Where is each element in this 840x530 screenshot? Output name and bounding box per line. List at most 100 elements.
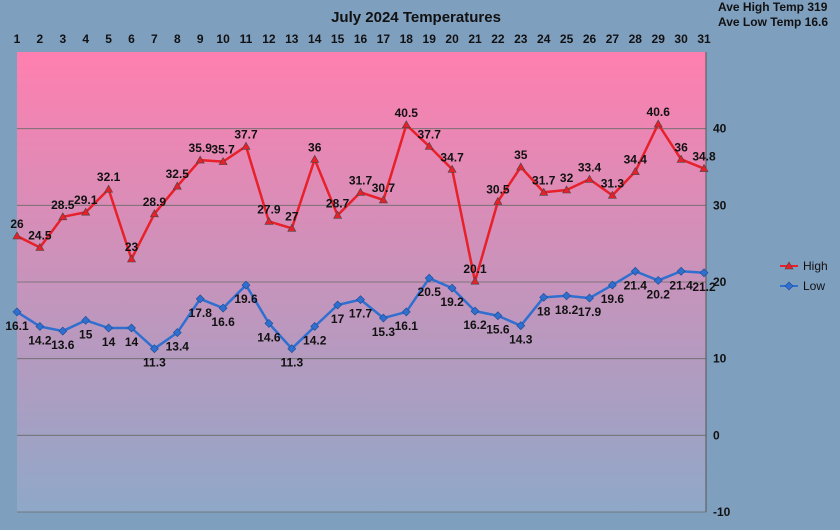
legend: High Low [780, 259, 828, 293]
high-marker [287, 223, 297, 232]
high-data-label: 37.7 [234, 127, 258, 141]
high-data-label: 36 [308, 140, 322, 154]
low-data-label: 15.3 [372, 325, 396, 339]
high-marker [447, 164, 457, 173]
y-tick-label: 40 [713, 122, 727, 136]
low-data-label: 14.6 [257, 330, 281, 344]
low-marker [35, 322, 45, 331]
high-data-label: 30.5 [486, 183, 510, 197]
low-marker [172, 328, 182, 338]
low-data-label: 17.8 [189, 306, 213, 320]
y-tick-label: 30 [713, 198, 727, 212]
low-marker [539, 292, 549, 302]
high-data-label: 27 [285, 209, 299, 223]
high-data-label: 23 [125, 240, 139, 254]
high-data-label: 20.1 [463, 262, 487, 276]
x-tick-label: 29 [652, 32, 666, 46]
low-data-label: 21.2 [692, 280, 716, 294]
low-data-label: 13.4 [166, 340, 190, 354]
low-marker [310, 322, 320, 331]
high-marker [172, 181, 182, 190]
high-marker [470, 276, 480, 285]
high-marker [630, 166, 640, 175]
low-data-label: 11.3 [143, 356, 166, 370]
high-data-label: 40.5 [395, 106, 419, 120]
high-marker [355, 187, 366, 196]
low-marker [264, 318, 274, 328]
high-marker [562, 185, 572, 194]
x-tick-label: 2 [37, 32, 44, 46]
x-tick-label: 9 [197, 32, 204, 46]
legend-label-high: High [803, 259, 828, 273]
x-tick-label: 30 [674, 32, 688, 46]
x-tick-label: 6 [128, 32, 135, 46]
high-marker [333, 210, 343, 219]
high-marker [653, 119, 663, 128]
low-data-label: 20.5 [418, 285, 442, 299]
x-tick-label: 21 [468, 32, 482, 46]
low-data-label: 15.6 [486, 323, 510, 337]
high-data-label: 32.1 [97, 170, 121, 184]
high-marker [424, 141, 434, 150]
x-tick-label: 3 [59, 32, 66, 46]
high-marker [401, 120, 411, 129]
low-marker [470, 306, 480, 316]
low-marker [287, 344, 297, 354]
x-tick-label: 24 [537, 32, 551, 46]
data-labels: 26 24.5 28.5 29.1 32.1 23 28.9 32.5 35.9 35.7 37.7… [5, 105, 716, 370]
low-marker [699, 268, 709, 278]
gridlines [17, 128, 706, 513]
x-tick-label: 8 [174, 32, 181, 46]
high-data-label: 31.7 [349, 173, 373, 187]
low-marker [356, 295, 365, 305]
high-data-label: 40.6 [647, 105, 671, 119]
high-data-label: 33.4 [578, 160, 602, 174]
high-data-label: 34.4 [624, 153, 648, 167]
high-data-label: 27.9 [257, 202, 281, 216]
low-marker [58, 326, 68, 336]
high-data-label: 32 [560, 171, 574, 185]
low-marker [81, 315, 91, 325]
low-data-label: 14.3 [509, 333, 533, 347]
low-data-label: 14.2 [28, 333, 52, 347]
x-tick-label: 13 [285, 32, 299, 46]
high-marker [378, 195, 388, 204]
low-marker [12, 307, 22, 317]
low-marker [630, 266, 640, 276]
x-tick-label: 18 [400, 32, 414, 46]
low-marker [127, 323, 136, 333]
low-marker [218, 303, 228, 313]
x-tick-label: 12 [262, 32, 276, 46]
low-marker [333, 300, 343, 310]
low-data-label: 16.2 [463, 318, 487, 332]
high-marker [516, 162, 526, 171]
high-data-label: 35.7 [211, 143, 235, 157]
low-data-label: 18 [537, 304, 551, 318]
high-data-label: 29.1 [74, 193, 98, 207]
series-group [12, 119, 709, 354]
y-tick-label: 20 [713, 275, 727, 289]
high-data-label: 24.5 [28, 229, 52, 243]
x-tick-label: 23 [514, 32, 528, 46]
low-data-label: 11.3 [280, 356, 303, 370]
x-tick-label: 17 [377, 32, 391, 46]
high-marker [58, 212, 68, 221]
legend-label-low: Low [803, 279, 825, 293]
x-tick-label: 16 [354, 32, 368, 46]
x-tick-label: 4 [82, 32, 89, 46]
high-marker [12, 231, 22, 240]
low-marker [378, 313, 388, 323]
high-data-label: 26 [10, 217, 24, 231]
high-data-label: 34.7 [440, 150, 464, 164]
x-tick-label: 26 [583, 32, 597, 46]
low-marker [516, 321, 526, 331]
high-marker [584, 174, 595, 183]
x-tick-label: 27 [606, 32, 620, 46]
high-data-label: 31.7 [532, 173, 556, 187]
high-marker [81, 207, 91, 216]
low-data-label: 16.1 [5, 319, 29, 333]
low-data-label: 17.9 [578, 305, 602, 319]
low-marker [607, 280, 617, 290]
y-tick-labels: 40 30 20 10 0 -10 [713, 122, 731, 519]
